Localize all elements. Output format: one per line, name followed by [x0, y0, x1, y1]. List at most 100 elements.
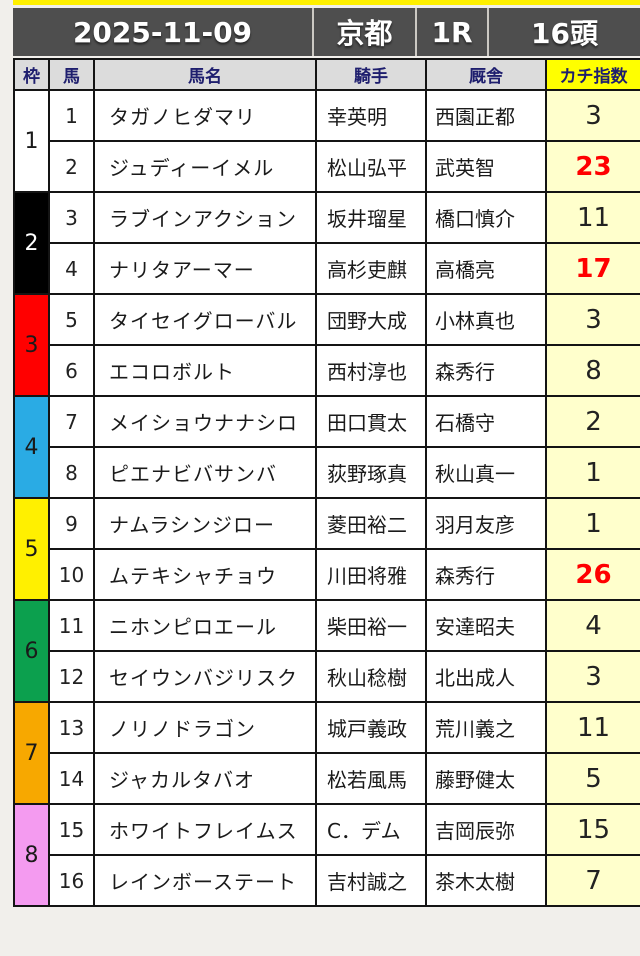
horse-name: ムテキシャチョウ [93, 548, 317, 601]
field-size: 16頭 [487, 8, 640, 56]
table-row: 2 ジュディーイメル 松山弘平 武英智 23 [14, 140, 640, 193]
index-value: 15 [545, 803, 640, 856]
frame-cell: 7 [13, 701, 50, 805]
table-row: 16 レインボーステート 吉村誠之 茶木太樹 7 [14, 854, 640, 907]
index-value: 8 [545, 344, 640, 397]
stable-name: 西園正都 [425, 89, 547, 142]
frame-cell: 3 [13, 293, 50, 397]
horse-name: タイセイグローバル [93, 293, 317, 346]
jockey-name: 荻野琢真 [315, 446, 427, 499]
entries-table: 枠 馬 馬名 騎手 厩舎 カチ指数 1 1 タガノヒダマリ 幸英明 西園正都 3 [13, 58, 640, 907]
table-row: 1 1 タガノヒダマリ 幸英明 西園正都 3 [13, 89, 640, 193]
horse-number: 2 [48, 140, 95, 193]
jockey-name: 松山弘平 [315, 140, 427, 193]
index-value: 5 [545, 752, 640, 805]
table-row: 6 11 ニホンピロエール 柴田裕一 安達昭夫 4 [13, 599, 640, 703]
table-row: 8 15 ホワイトフレイムス C．デム 吉岡辰弥 15 [13, 803, 640, 907]
horse-name: タガノヒダマリ [93, 89, 317, 142]
horse-name: ジュディーイメル [93, 140, 317, 193]
jockey-name: 西村淳也 [315, 344, 427, 397]
header-row: 枠 馬 馬名 騎手 厩舎 カチ指数 [13, 58, 640, 91]
race-date: 2025-11-09 [72, 15, 253, 49]
index-value: 7 [545, 854, 640, 907]
horse-name: ニホンピロエール [93, 599, 317, 652]
stable-name: 藤野健太 [425, 752, 547, 805]
horse-name: エコロボルト [93, 344, 317, 397]
horse-name: ナリタアーマー [93, 242, 317, 295]
track-name: 京都 [312, 8, 415, 56]
stable-name: 茶木太樹 [425, 854, 547, 907]
horse-name: ジャカルタバオ [93, 752, 317, 805]
jockey-name: 坂井瑠星 [315, 191, 427, 244]
stable-name: 橋口慎介 [425, 191, 547, 244]
jockey-name: 菱田裕二 [315, 497, 427, 550]
stable-name: 森秀行 [425, 344, 547, 397]
horse-number: 15 [48, 803, 95, 856]
index-value: 1 [545, 446, 640, 499]
stable-name: 荒川義之 [425, 701, 547, 754]
horse-number: 12 [48, 650, 95, 703]
race-title-bar: 2025-11-09 京都 1R 16頭 [13, 8, 640, 56]
jockey-name: 幸英明 [315, 89, 427, 142]
col-header-index: カチ指数 [545, 58, 640, 91]
index-value: 11 [545, 701, 640, 754]
horse-number: 1 [48, 89, 95, 142]
stable-name: 秋山真一 [425, 446, 547, 499]
horse-number: 7 [48, 395, 95, 448]
entries-table-wrap: 枠 馬 馬名 騎手 厩舎 カチ指数 1 1 タガノヒダマリ 幸英明 西園正都 3 [13, 58, 640, 907]
stable-name: 小林真也 [425, 293, 547, 346]
col-header-frame: 枠 [13, 58, 50, 91]
jockey-name: 秋山稔樹 [315, 650, 427, 703]
horse-number: 5 [48, 293, 95, 346]
stable-name: 羽月友彦 [425, 497, 547, 550]
table-row: 7 13 ノリノドラゴン 城戸義政 荒川義之 11 [13, 701, 640, 805]
frame-cell: 5 [13, 497, 50, 601]
table-row: 14 ジャカルタバオ 松若風馬 藤野健太 5 [14, 752, 640, 805]
horse-name: ノリノドラゴン [93, 701, 317, 754]
frame-cell: 8 [13, 803, 50, 907]
table-row: 4 7 メイショウナナシロ 田口貫太 石橋守 2 [13, 395, 640, 499]
horse-number: 14 [48, 752, 95, 805]
index-value: 17 [545, 242, 640, 295]
index-value: 3 [545, 650, 640, 703]
table-row: 10 ムテキシャチョウ 川田将雅 森秀行 26 [14, 548, 640, 601]
stable-name: 北出成人 [425, 650, 547, 703]
table-row: 4 ナリタアーマー 高杉吏麒 高橋亮 17 [14, 242, 640, 295]
table-row: 12 セイウンバジリスク 秋山稔樹 北出成人 3 [14, 650, 640, 703]
horse-number: 16 [48, 854, 95, 907]
jockey-name: 松若風馬 [315, 752, 427, 805]
table-row: 6 エコロボルト 西村淳也 森秀行 8 [14, 344, 640, 397]
horse-name: メイショウナナシロ [93, 395, 317, 448]
table-row: 5 9 ナムラシンジロー 菱田裕二 羽月友彦 1 [13, 497, 640, 601]
accent-strip [13, 0, 640, 5]
jockey-name: 団野大成 [315, 293, 427, 346]
index-value: 11 [545, 191, 640, 244]
jockey-name: 高杉吏麒 [315, 242, 427, 295]
horse-number: 13 [48, 701, 95, 754]
stable-name: 武英智 [425, 140, 547, 193]
frame-cell: 2 [13, 191, 50, 295]
horse-number: 6 [48, 344, 95, 397]
table-row: 3 5 タイセイグローバル 団野大成 小林真也 3 [13, 293, 640, 397]
horse-number: 10 [48, 548, 95, 601]
stable-name: 石橋守 [425, 395, 547, 448]
horse-number: 3 [48, 191, 95, 244]
index-value: 1 [545, 497, 640, 550]
jockey-name: 吉村誠之 [315, 854, 427, 907]
horse-name: セイウンバジリスク [93, 650, 317, 703]
index-value: 4 [545, 599, 640, 652]
jockey-name: 柴田裕一 [315, 599, 427, 652]
horse-number: 11 [48, 599, 95, 652]
horse-name: レインボーステート [93, 854, 317, 907]
horse-name: ピエナビバサンバ [93, 446, 317, 499]
jockey-name: 城戸義政 [315, 701, 427, 754]
horse-name: ラブインアクション [93, 191, 317, 244]
frame-cell: 1 [13, 89, 50, 193]
stable-name: 高橋亮 [425, 242, 547, 295]
horse-name: ナムラシンジロー [93, 497, 317, 550]
table-row: 8 ピエナビバサンバ 荻野琢真 秋山真一 1 [14, 446, 640, 499]
index-value: 3 [545, 89, 640, 142]
race-number: 1R [415, 8, 487, 56]
jockey-name: C．デム [315, 803, 427, 856]
jockey-name: 川田将雅 [315, 548, 427, 601]
